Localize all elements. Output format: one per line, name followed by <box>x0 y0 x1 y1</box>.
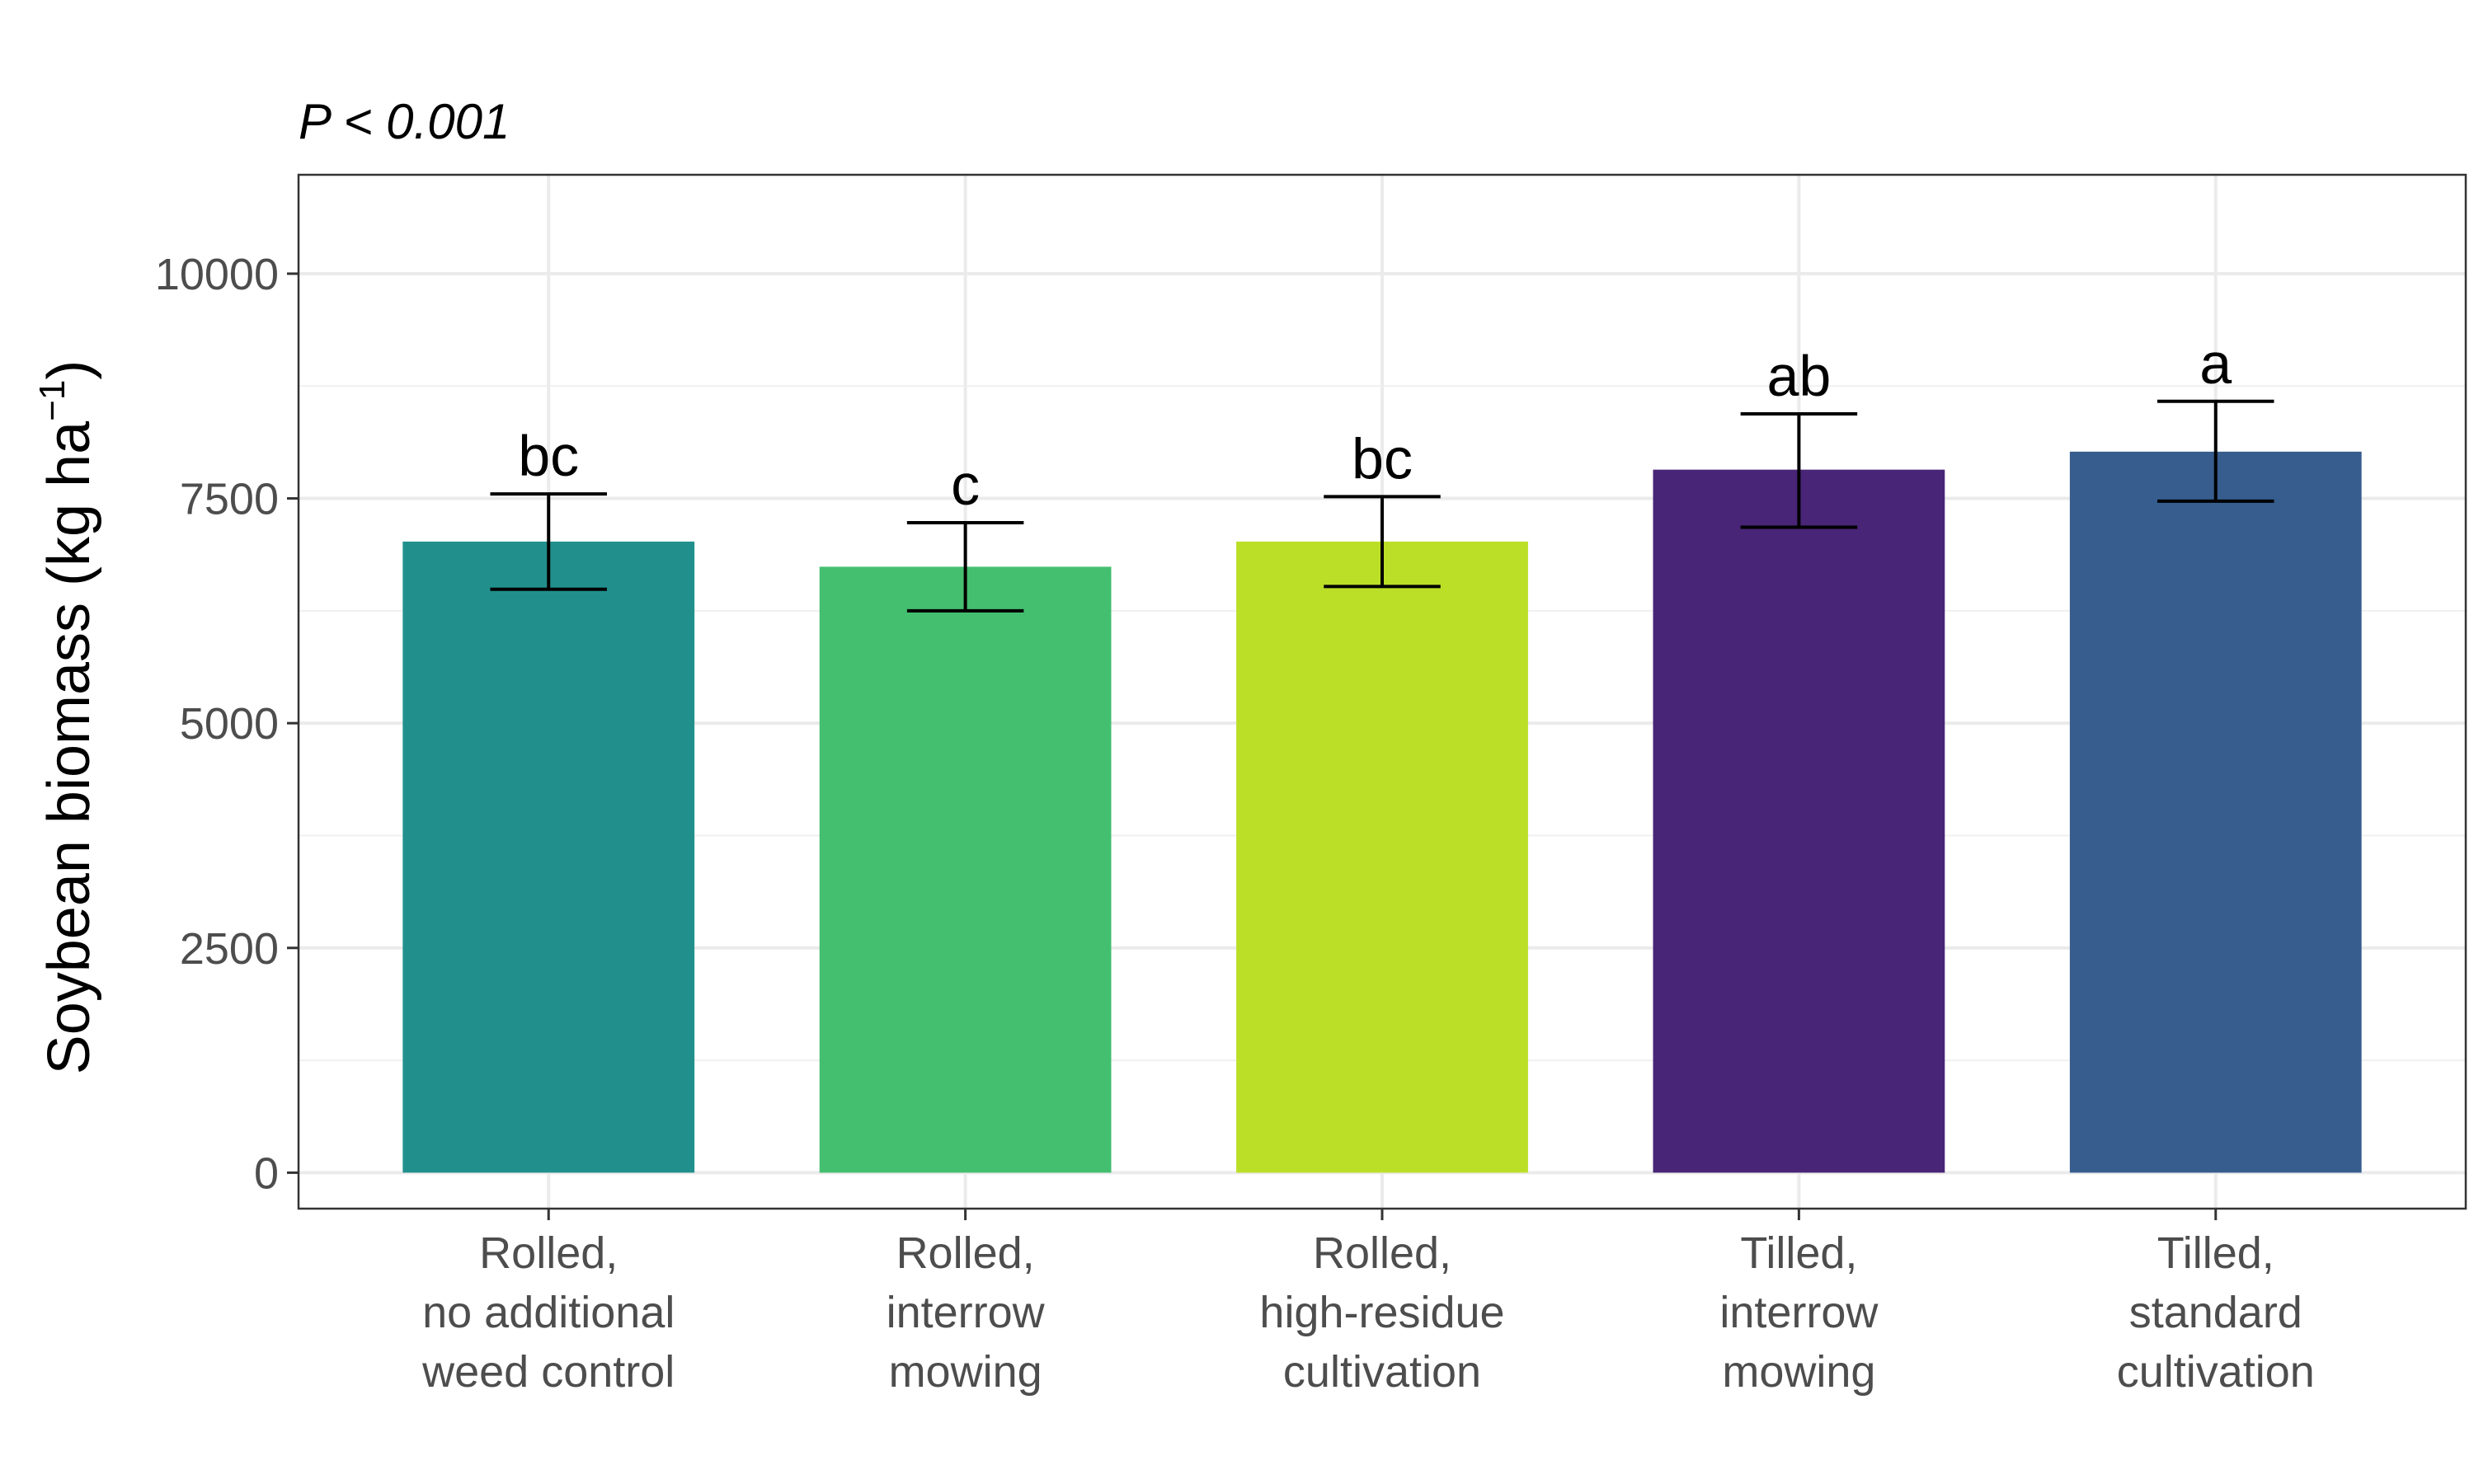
y-tick-label: 0 <box>254 1148 279 1198</box>
significance-letter: a <box>2199 331 2232 396</box>
x-tick-label-line: high-residue <box>1259 1288 1504 1337</box>
significance-letter: bc <box>1352 426 1413 491</box>
x-tick-label-line: cultivation <box>1283 1347 1481 1397</box>
x-tick-label: Rolled, no additional weed control <box>421 1228 675 1397</box>
bar <box>1653 469 1945 1173</box>
x-tick-label-line: interrow <box>1719 1288 1879 1337</box>
p-value: < 0.001 <box>330 94 510 149</box>
x-tick-label-line: Rolled, <box>479 1228 618 1278</box>
x-axis: Rolled, no additional weed control Rolled, i… <box>421 1209 2315 1397</box>
x-tick-label-line: Tilled, <box>2157 1228 2274 1278</box>
x-tick-label-line: interrow <box>887 1288 1046 1337</box>
significance-letters: bc c bc ab a <box>518 331 2232 517</box>
bars <box>402 451 2362 1173</box>
x-tick-label: Tilled, standard cultivation <box>2117 1228 2315 1397</box>
chart-subtitle: P < 0.001 <box>299 94 510 149</box>
y-axis-title-superscript: −1 <box>32 380 73 421</box>
x-tick-label-line: mowing <box>1722 1347 1875 1397</box>
x-tick-label-line: mowing <box>889 1347 1042 1397</box>
y-tick-label: 10000 <box>155 250 279 299</box>
bar <box>402 541 695 1173</box>
x-tick-label-line: Rolled, <box>1313 1228 1451 1278</box>
y-axis: 0 2500 5000 7500 10000 <box>155 250 299 1198</box>
y-tick-label: 5000 <box>180 699 279 749</box>
significance-letter: bc <box>518 424 579 488</box>
bar <box>2069 451 2362 1173</box>
x-tick-label: Rolled, high-residue cultivation <box>1259 1228 1504 1397</box>
x-tick-label-line: cultivation <box>2117 1347 2315 1397</box>
x-tick-label-line: weed control <box>421 1347 675 1397</box>
y-tick-label: 2500 <box>180 924 279 974</box>
significance-letter: ab <box>1766 344 1831 408</box>
significance-letter: c <box>951 453 980 517</box>
x-tick-label-line: Rolled, <box>896 1228 1035 1278</box>
y-axis-title-main: Soybean biomass (kg ha <box>36 420 102 1074</box>
error-bars <box>490 399 2274 613</box>
x-tick-label: Rolled, interrow mowing <box>887 1228 1046 1397</box>
y-axis-title: Soybean biomass (kg ha−1) <box>32 360 102 1075</box>
y-axis-title-close: ) <box>36 360 102 380</box>
x-tick-label: Tilled, interrow mowing <box>1719 1228 1879 1397</box>
x-tick-label-line: Tilled, <box>1740 1228 1857 1278</box>
x-tick-label-line: no additional <box>422 1288 675 1337</box>
x-tick-label-line: standard <box>2129 1288 2302 1337</box>
bar <box>819 566 1112 1173</box>
p-symbol: P <box>299 94 332 149</box>
bar <box>1236 541 1528 1173</box>
y-tick-label: 7500 <box>180 475 279 524</box>
